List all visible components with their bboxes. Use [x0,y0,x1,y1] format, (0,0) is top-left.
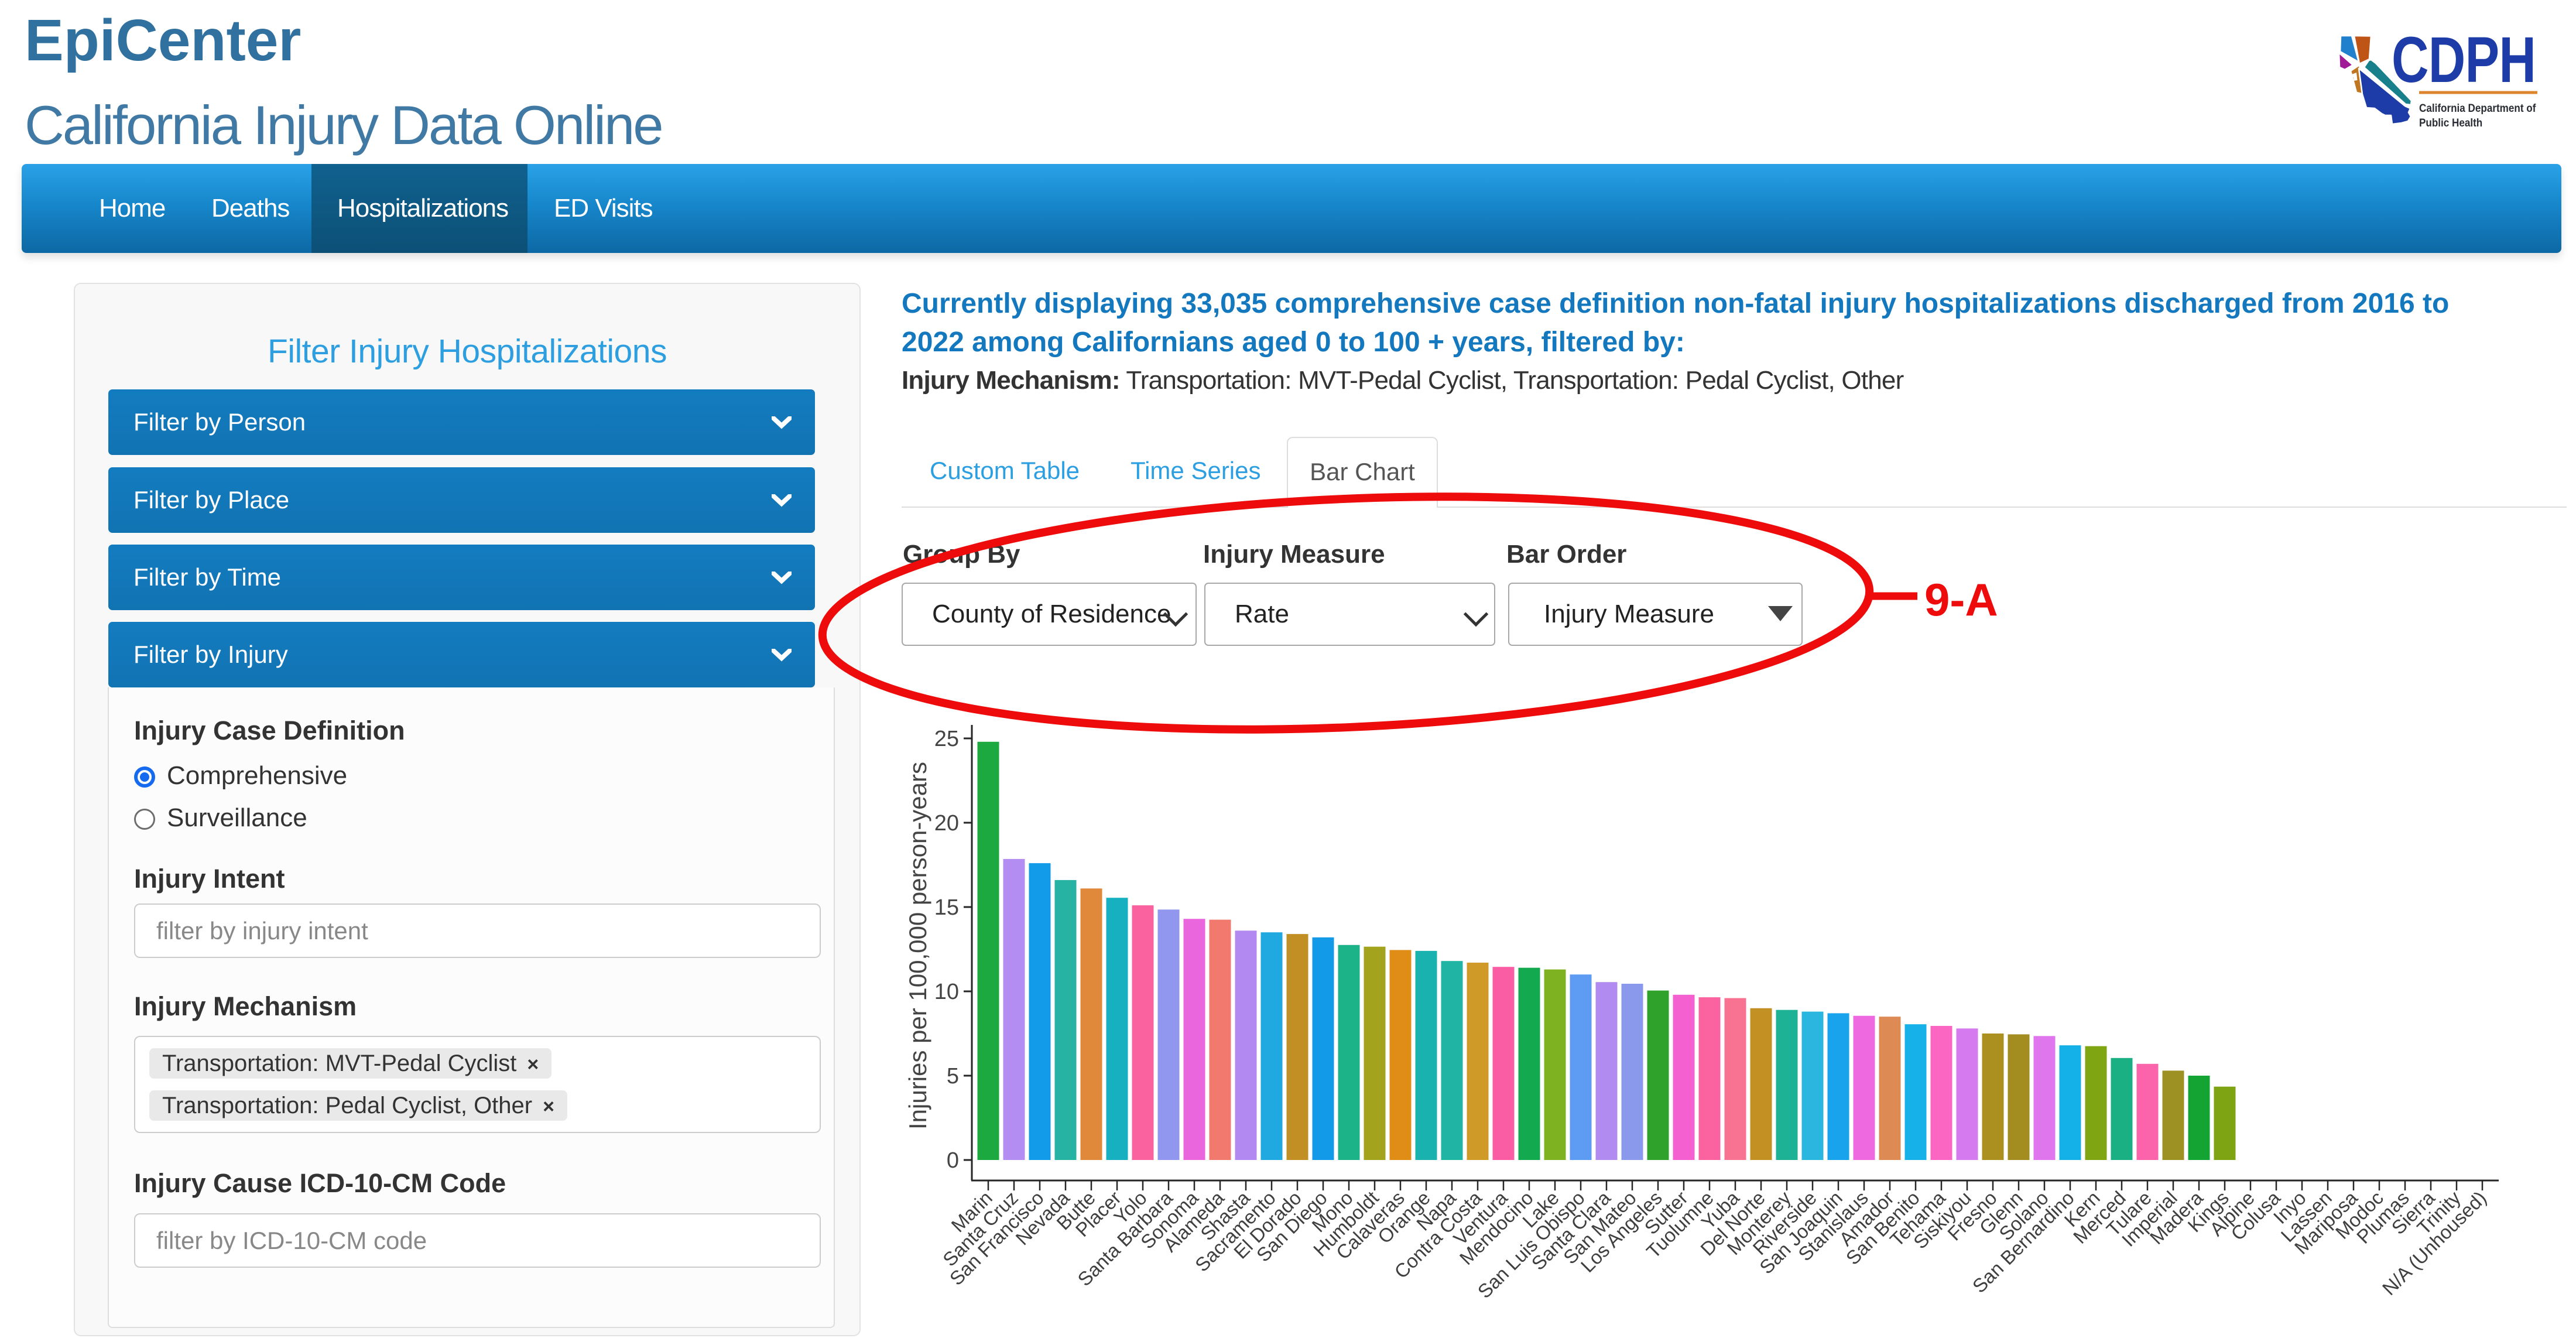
svg-text:0: 0 [947,1148,959,1173]
svg-text:California Department of: California Department of [2419,102,2536,114]
svg-text:CDPH: CDPH [2392,26,2536,96]
svg-text:Public Health: Public Health [2419,117,2482,129]
svg-text:25: 25 [934,727,959,751]
svg-text:15: 15 [934,895,959,920]
svg-text:5: 5 [947,1064,959,1089]
svg-text:20: 20 [934,811,959,836]
svg-text:10: 10 [934,980,959,1004]
svg-text:Injuries per 100,000 person-ye: Injuries per 100,000 person-years [904,762,931,1130]
